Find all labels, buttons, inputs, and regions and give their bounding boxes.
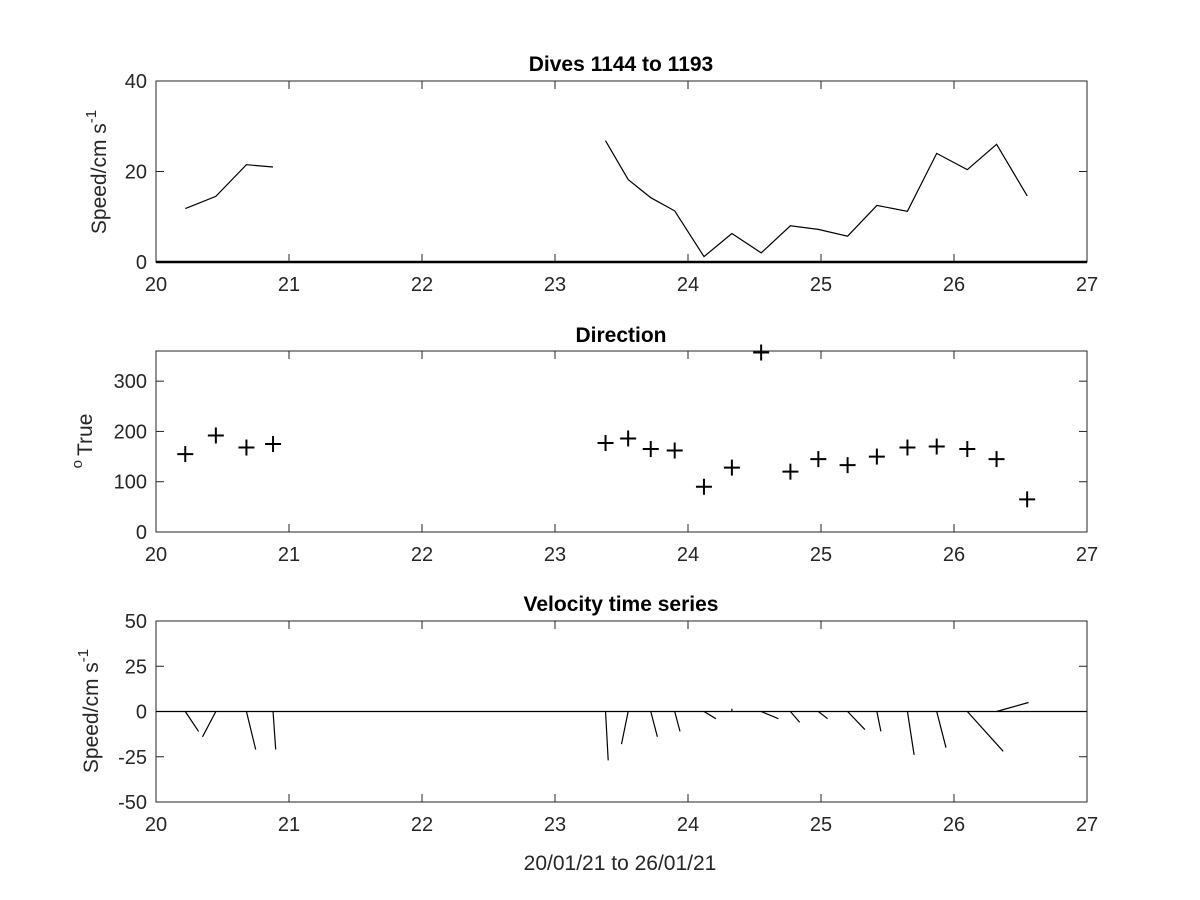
x-tick-label: 22 [411,274,433,296]
velocity-stick [817,711,828,720]
velocity-stick [674,711,681,732]
velocity-panel-ylabel: Speed/cm s-1 [75,649,103,773]
y-tick-label: -25 [118,747,147,769]
x-tick-label: 20 [145,544,167,566]
speed-panel-title: Dives 1144 to 1193 [529,53,713,76]
y-tick-label: 0 [136,702,147,724]
speed-series-line [604,140,1028,258]
axes-frame [155,80,1088,263]
y-tick-label: 20 [125,162,147,184]
y-tick-label: -50 [118,792,147,814]
direction-panel: Direction 20 21 22 23 24 25 26 27 0 100 200 300 oTr… [69,324,1098,566]
x-tick-label: 20 [145,814,167,836]
x-tick-label: 24 [677,814,699,836]
velocity-stick [876,711,882,732]
direction-point [666,442,683,459]
direction-point [839,457,856,474]
direction-point [753,344,770,361]
x-tick-label: 25 [810,274,832,296]
direction-point [959,441,976,458]
direction-panel-title: Direction [575,324,666,347]
x-tick-label: 27 [1076,274,1098,296]
direction-point [642,441,659,458]
x-tick-label: 23 [544,274,566,296]
velocity-stick [789,711,801,723]
x-tick-label: 23 [544,814,566,836]
direction-axes: 20 21 22 23 24 25 26 27 0 100 200 300 [114,344,1098,566]
x-tick-label: 22 [411,544,433,566]
x-tick-label: 25 [810,814,832,836]
velocity-stick [760,710,779,720]
direction-point [177,446,194,463]
direction-point [810,451,827,468]
y-tick-label: 40 [125,71,147,93]
velocity-panel-title: Velocity time series [524,593,719,616]
direction-point [620,430,637,447]
x-tick-label: 24 [677,544,699,566]
y-tick-label: 100 [114,472,147,494]
velocity-stick [996,701,1029,713]
direction-point [899,439,916,456]
direction-point [265,436,282,453]
velocity-stick [201,711,217,738]
velocity-stick [703,710,717,720]
velocity-stick [966,711,1004,752]
velocity-stick [604,711,609,761]
y-tick-label: 0 [136,522,147,544]
direction-point [868,448,885,465]
direction-point [238,439,255,456]
x-tick-label: 26 [943,544,965,566]
x-tick-label: 21 [278,544,300,566]
velocity-panel-xlabel: 20/01/21 to 26/01/21 [524,852,717,875]
axes-frame [155,350,1088,533]
velocity-stick [245,711,257,750]
direction-point [988,451,1005,468]
y-tick-label: 50 [125,611,147,633]
velocity-panel: Velocity time series 20 21 22 23 24 25 26 27 -50… [75,593,1098,875]
direction-point [723,459,740,476]
x-tick-label: 20 [145,274,167,296]
y-tick-label: 300 [114,371,147,393]
y-tick-label: 25 [125,656,147,678]
velocity-stick [847,711,866,731]
direction-panel-ylabel: oTrue [69,414,97,469]
direction-point [1019,491,1036,508]
velocity-axes: 20 21 22 23 24 25 26 27 -50 -25 0 25 50 [118,611,1098,836]
direction-point [597,435,614,452]
speed-series-line [185,164,274,210]
velocity-stick [650,711,658,737]
velocity-stick [184,711,200,732]
direction-point [928,438,945,455]
x-tick-label: 26 [943,814,965,836]
velocity-stick [906,711,915,755]
y-tick-label: 0 [136,252,147,274]
speed-panel-ylabel: Speed/cm s-1 [83,110,111,234]
x-tick-label: 24 [677,274,699,296]
x-tick-label: 23 [544,544,566,566]
speed-panel: Dives 1144 to 1193 20 21 22 23 24 25 26 2702040… [83,53,1098,296]
x-tick-label: 27 [1076,814,1098,836]
direction-point [782,463,799,480]
x-tick-label: 21 [278,814,300,836]
velocity-stick [620,711,629,745]
x-tick-label: 26 [943,274,965,296]
x-tick-label: 21 [278,274,300,296]
x-tick-label: 22 [411,814,433,836]
x-tick-label: 25 [810,544,832,566]
y-tick-label: 200 [114,421,147,443]
direction-point [207,427,224,444]
x-tick-label: 27 [1076,544,1098,566]
direction-point [695,478,712,495]
velocity-stick [936,711,947,748]
velocity-stick [272,711,277,750]
